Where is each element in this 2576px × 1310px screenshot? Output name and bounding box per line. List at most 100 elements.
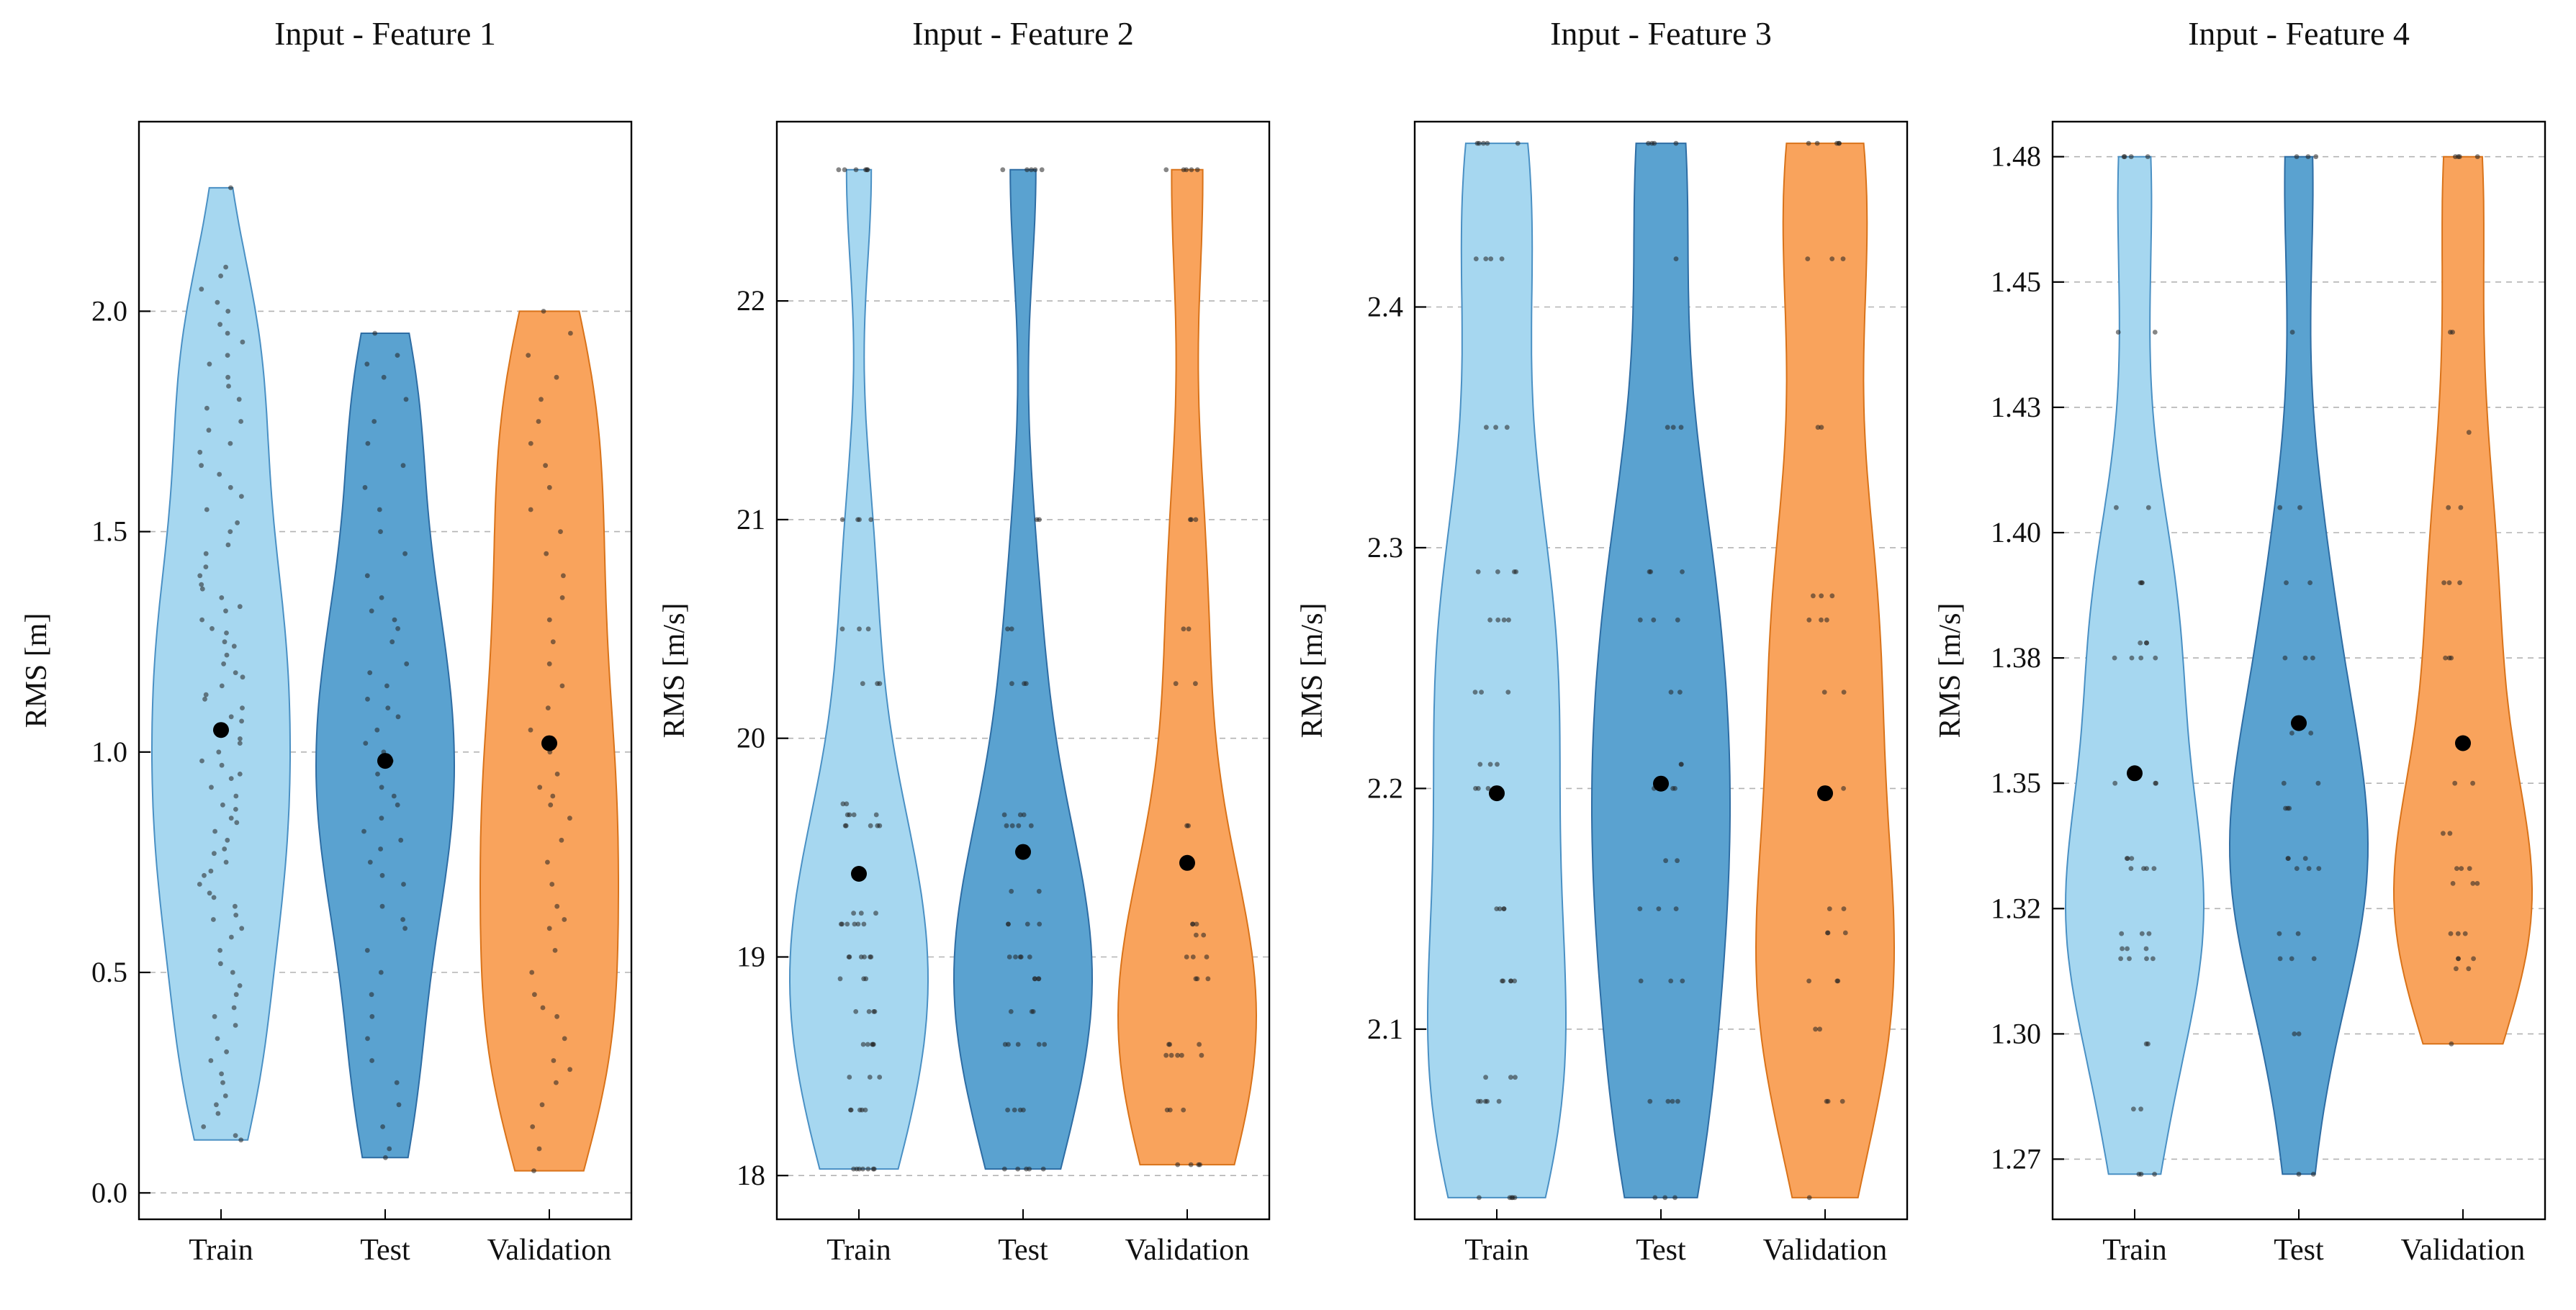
data-point <box>2152 330 2158 335</box>
data-point <box>228 484 233 490</box>
y-tick-label: 1.32 <box>1991 892 2041 924</box>
panel-title: Input - Feature 2 <box>912 15 1134 52</box>
data-point <box>223 859 229 865</box>
data-point <box>219 595 225 600</box>
data-point <box>208 1058 214 1063</box>
data-point <box>845 921 850 927</box>
data-point <box>206 428 212 433</box>
data-point <box>221 661 226 667</box>
data-point <box>238 736 243 741</box>
data-point <box>1166 1042 1171 1047</box>
data-point <box>400 463 406 469</box>
data-point <box>202 872 207 878</box>
data-point <box>868 517 874 523</box>
data-point <box>240 705 245 710</box>
data-point <box>2294 866 2300 871</box>
data-point <box>401 882 406 887</box>
data-point <box>240 339 246 345</box>
data-point <box>867 1075 873 1080</box>
data-point <box>1004 823 1009 828</box>
data-point <box>2466 966 2472 972</box>
data-point <box>219 683 225 689</box>
data-point <box>1500 978 1505 984</box>
scatter-train <box>2112 154 2158 1177</box>
data-point <box>2146 931 2152 936</box>
data-point <box>529 970 535 975</box>
x-tick-label-train: Train <box>189 1234 253 1267</box>
data-point <box>364 361 370 367</box>
data-point <box>217 471 222 477</box>
data-point <box>558 529 563 534</box>
data-point <box>873 812 879 818</box>
data-point <box>530 1124 536 1129</box>
data-point <box>2296 1171 2302 1177</box>
data-point <box>1483 256 1489 261</box>
violin-train <box>151 186 291 1141</box>
data-point <box>528 727 533 733</box>
data-point <box>384 683 389 689</box>
data-point <box>536 419 541 424</box>
data-point <box>2471 956 2476 962</box>
data-point <box>1672 786 1677 791</box>
data-point <box>1194 921 1199 927</box>
data-point <box>2277 956 2283 962</box>
data-point <box>870 1042 875 1047</box>
data-point <box>1817 1026 1822 1032</box>
data-point <box>203 564 209 569</box>
data-point <box>1187 517 1193 523</box>
data-point <box>233 903 238 909</box>
data-point <box>2138 640 2143 646</box>
data-point <box>1806 978 1811 984</box>
data-point <box>231 1005 237 1011</box>
mean-dot-test <box>2291 715 2307 731</box>
data-point <box>2145 154 2151 160</box>
data-point <box>1473 256 1479 261</box>
data-point <box>197 882 202 887</box>
data-point <box>877 681 883 687</box>
data-point <box>1181 167 1186 173</box>
data-point <box>1638 978 1644 984</box>
data-point <box>211 895 217 900</box>
data-point <box>2452 780 2458 786</box>
data-point <box>855 517 860 523</box>
data-point <box>2307 580 2312 585</box>
data-point <box>378 970 384 975</box>
data-point <box>554 1013 559 1019</box>
data-point <box>233 1133 238 1138</box>
data-point <box>2151 866 2157 871</box>
data-point <box>222 639 228 645</box>
data-point <box>1811 593 1816 599</box>
x-tick-label-validation: Validation <box>1125 1234 1250 1267</box>
x-tick-label-test: Test <box>998 1234 1048 1267</box>
data-point <box>1475 569 1481 574</box>
scatter-train <box>197 185 246 1143</box>
panel-feature-3: Input - Feature 3 Train Test Validation 2.1… <box>1289 3 1925 1307</box>
data-point <box>362 484 368 490</box>
data-point <box>230 970 235 975</box>
data-point <box>218 274 223 279</box>
data-point <box>2128 154 2134 160</box>
data-point <box>2125 856 2130 861</box>
scatter-validation <box>526 309 573 1173</box>
data-point <box>1652 140 1657 146</box>
data-point <box>1814 140 1820 146</box>
data-point <box>554 903 560 909</box>
data-point <box>1505 690 1511 695</box>
data-point <box>1679 762 1684 767</box>
data-point <box>201 1124 207 1129</box>
y-tick-label: 2.0 <box>91 294 127 327</box>
data-point <box>212 828 217 834</box>
data-point <box>1036 1042 1042 1047</box>
data-point <box>238 1137 244 1143</box>
data-point <box>554 374 559 380</box>
data-point <box>539 1102 545 1108</box>
data-point <box>554 1080 559 1085</box>
violin-train <box>2064 155 2205 1175</box>
data-point <box>233 807 238 812</box>
data-point <box>2276 931 2282 936</box>
data-point <box>209 785 214 790</box>
data-point <box>548 802 554 808</box>
data-point <box>1015 1042 1021 1047</box>
data-point <box>199 463 204 469</box>
